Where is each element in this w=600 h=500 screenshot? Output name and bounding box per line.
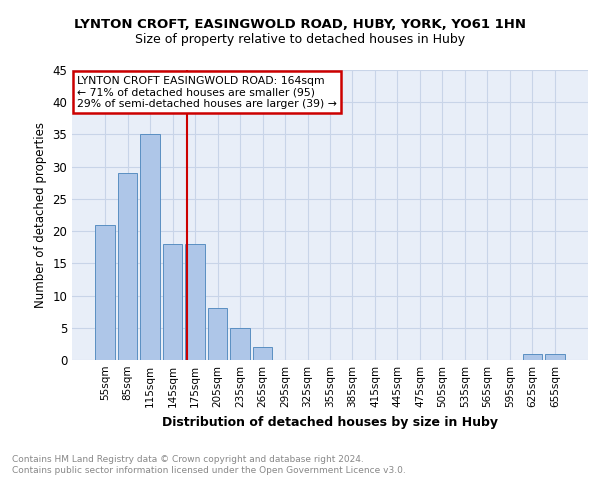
Text: LYNTON CROFT EASINGWOLD ROAD: 164sqm
← 71% of detached houses are smaller (95)
2: LYNTON CROFT EASINGWOLD ROAD: 164sqm ← 7… [77,76,337,109]
Bar [208,308,227,360]
Bar [185,244,205,360]
Bar [230,328,250,360]
Bar [118,173,137,360]
Text: Distribution of detached houses by size in Huby: Distribution of detached houses by size … [162,416,498,429]
Bar [163,244,182,360]
Text: LYNTON CROFT, EASINGWOLD ROAD, HUBY, YORK, YO61 1HN: LYNTON CROFT, EASINGWOLD ROAD, HUBY, YOR… [74,18,526,30]
Bar [253,347,272,360]
Text: Size of property relative to detached houses in Huby: Size of property relative to detached ho… [135,32,465,46]
Y-axis label: Number of detached properties: Number of detached properties [34,122,47,308]
Bar [140,134,160,360]
Text: Contains HM Land Registry data © Crown copyright and database right 2024.
Contai: Contains HM Land Registry data © Crown c… [12,456,406,474]
Bar [545,354,565,360]
Bar [95,224,115,360]
Bar [523,354,542,360]
